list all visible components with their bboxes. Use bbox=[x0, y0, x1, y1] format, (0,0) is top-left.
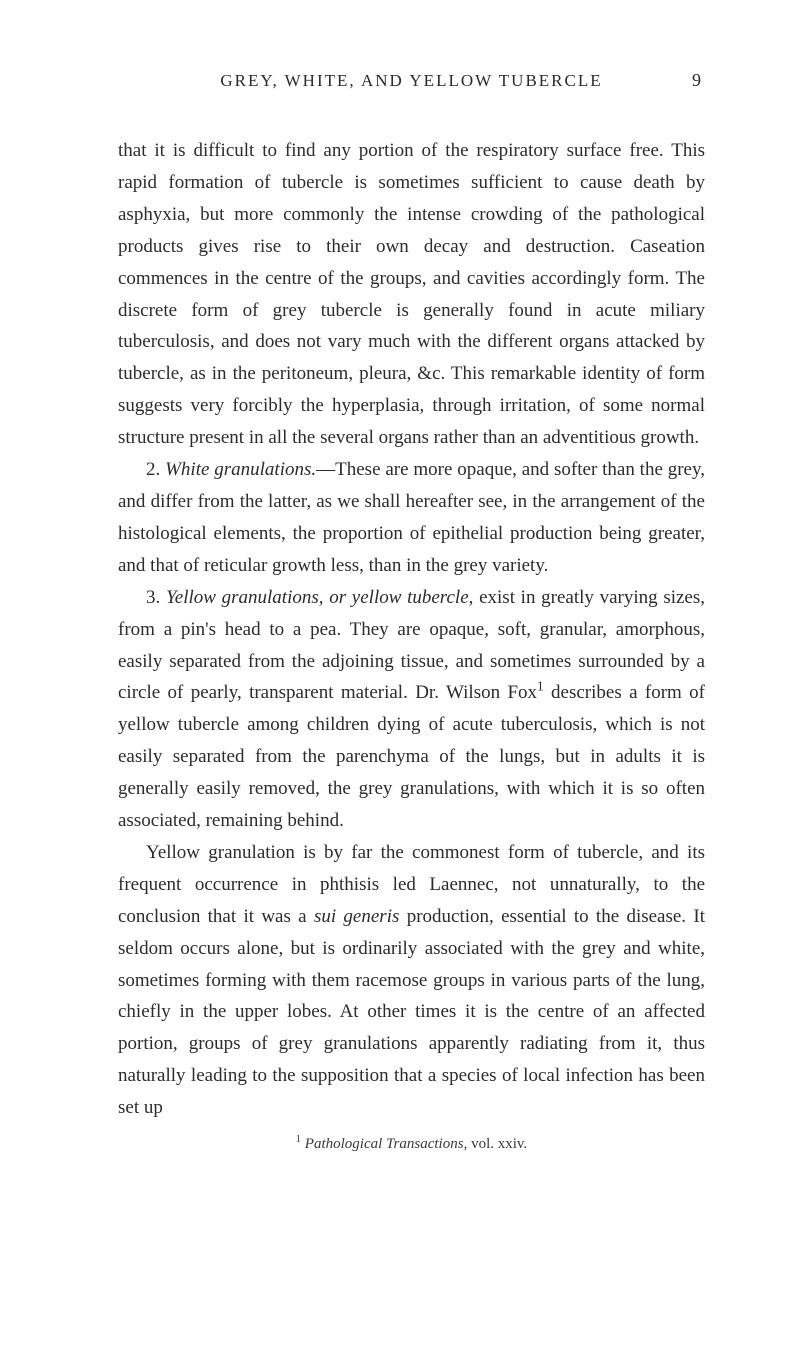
p3-italic-1: Yellow granulations, bbox=[166, 587, 324, 608]
p3-rest: describes a form of yellow tubercle amon… bbox=[118, 682, 705, 831]
p3-lead: 3. bbox=[146, 587, 166, 608]
paragraph-4: Yellow granulation is by far the commone… bbox=[118, 837, 705, 1124]
footnote-italic: Pathological Transactions bbox=[305, 1136, 464, 1152]
p4-b: pro­duction, essential to the disease. I… bbox=[118, 906, 705, 1118]
paragraph-1: that it is difficult to find any portion… bbox=[118, 135, 705, 454]
running-head: GREY, WHITE, AND YELLOW TUBERCLE bbox=[146, 71, 677, 91]
paragraph-2: 2. White granulations.—These are more op… bbox=[118, 454, 705, 582]
p2-italic: White granulations. bbox=[165, 459, 316, 480]
page-number: 9 bbox=[677, 70, 701, 91]
paragraph-3: 3. Yellow granulations, or yellow tuberc… bbox=[118, 582, 705, 837]
footnote-marker: 1 bbox=[296, 1134, 301, 1145]
body-text: that it is difficult to find any portion… bbox=[118, 135, 705, 1124]
page-header: GREY, WHITE, AND YELLOW TUBERCLE 9 bbox=[118, 70, 705, 91]
p3-italic-2: or yellow tubercle bbox=[329, 587, 468, 608]
p4-italic: sui generis bbox=[314, 906, 399, 927]
footnote-rest: , vol. xxiv. bbox=[464, 1136, 528, 1152]
p3-superscript: 1 bbox=[537, 679, 544, 694]
footnote: 1 Pathological Transactions, vol. xxiv. bbox=[118, 1136, 705, 1153]
p2-lead: 2. bbox=[146, 459, 165, 480]
